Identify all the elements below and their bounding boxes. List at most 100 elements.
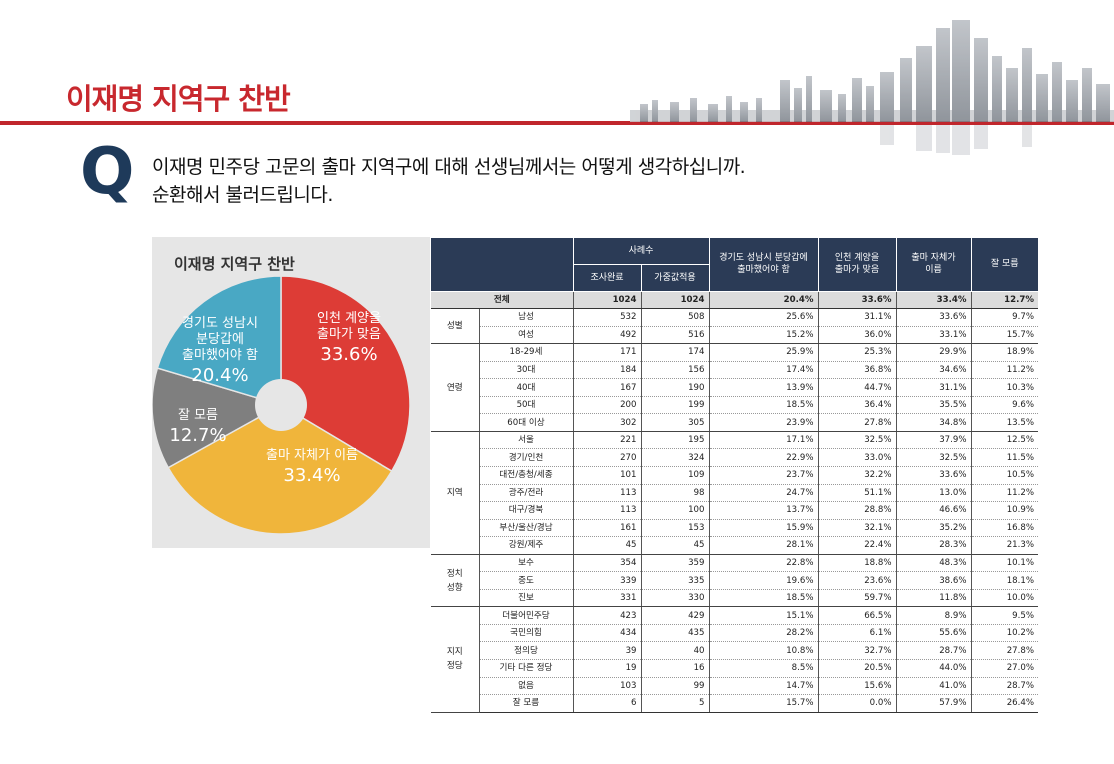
- row-label: 정의당: [479, 641, 574, 660]
- table-row: 부산/울산/경남 161 153 15.9% 32.1% 35.2% 16.8%: [431, 519, 1038, 538]
- table-cell: 22.8%: [709, 554, 819, 573]
- question-line: 순환해서 불러드립니다.: [152, 184, 333, 206]
- table-cell: 100: [641, 501, 710, 520]
- table-cell: 45: [573, 536, 642, 555]
- row-label: 18-29세: [479, 343, 574, 362]
- table-cell: 28.2%: [709, 624, 819, 643]
- table-cell: 171: [573, 343, 642, 362]
- group-label: 지지 정당: [431, 606, 480, 713]
- table-cell: 423: [573, 606, 642, 625]
- table-cell: 37.9%: [896, 431, 972, 450]
- table-cell: 331: [573, 589, 642, 608]
- table-row: 30대 184 156 17.4% 36.8% 34.6% 11.2%: [431, 361, 1038, 380]
- table-cell: 25.6%: [709, 308, 819, 327]
- table-cell: 15.7%: [971, 326, 1038, 345]
- table-cell: 11.2%: [971, 484, 1038, 503]
- pie-slice: [280, 275, 411, 473]
- table-cell: 38.6%: [896, 571, 972, 590]
- title-divider: [0, 121, 1114, 125]
- row-label: 없음: [479, 677, 574, 696]
- table-row: 잘 모름 6 5 15.7% 0.0% 57.9% 26.4%: [431, 694, 1038, 713]
- table-cell: 66.5%: [818, 606, 897, 625]
- table-cell: 13.7%: [709, 501, 819, 520]
- row-label: 대구/경북: [479, 501, 574, 520]
- table-cell: 32.5%: [818, 431, 897, 450]
- row-label: 진보: [479, 589, 574, 608]
- table-cell: 302: [573, 413, 642, 432]
- table-cell: 19: [573, 659, 642, 678]
- row-label: 대전/충청/세종: [479, 466, 574, 485]
- table-cell: 103: [573, 677, 642, 696]
- table-cell: 532: [573, 308, 642, 327]
- table-cell: 10.9%: [971, 501, 1038, 520]
- table-cell: 109: [641, 466, 710, 485]
- table-row: 광주/전라 113 98 24.7% 51.1% 13.0% 11.2%: [431, 484, 1038, 503]
- table-row: 지지 정당 더불어민주당 423 429 15.1% 66.5% 8.9% 9.5%: [431, 606, 1038, 713]
- pie-slice-label: 출마 자체가 이름: [266, 448, 358, 463]
- table-cell: 44.0%: [896, 659, 972, 678]
- group-label: 성별: [431, 308, 480, 345]
- table-cell: 190: [641, 378, 710, 397]
- table-cell: 16: [641, 659, 710, 678]
- table-row: 정치 성향 보수 354 359 22.8% 18.8% 48.3% 10.1%: [431, 554, 1038, 608]
- row-label: 강원/제주: [479, 536, 574, 555]
- q-mark-icon: Q: [80, 135, 135, 209]
- group-label: 정치 성향: [431, 554, 480, 608]
- row-label: 기타 다른 정당: [479, 659, 574, 678]
- table-cell: 36.0%: [818, 326, 897, 345]
- table-row: 진보 331 330 18.5% 59.7% 11.8% 10.0%: [431, 589, 1038, 608]
- table-cell: 354: [573, 554, 642, 573]
- table-cell: 33.6%: [818, 291, 897, 310]
- table-cell: 153: [641, 519, 710, 538]
- table-row: 없음 103 99 14.7% 15.6% 41.0% 28.7%: [431, 677, 1038, 696]
- table-cell: 174: [641, 343, 710, 362]
- table-cell: 200: [573, 396, 642, 415]
- table-cell: 20.4%: [709, 291, 819, 310]
- row-label: 중도: [479, 571, 574, 590]
- table-cell: 18.1%: [971, 571, 1038, 590]
- table-cell: 101: [573, 466, 642, 485]
- table-cell: 45: [641, 536, 710, 555]
- table-cell: 33.6%: [896, 466, 972, 485]
- table-row: 대구/경북 113 100 13.7% 28.8% 46.6% 10.9%: [431, 501, 1038, 520]
- group-label-line: 지역: [446, 487, 463, 498]
- table-cell: 27.0%: [971, 659, 1038, 678]
- table-cell: 161: [573, 519, 642, 538]
- row-label: 잘 모름: [479, 694, 574, 713]
- pie-slice-label: 잘 모름: [178, 408, 218, 423]
- table-cell: 32.7%: [818, 641, 897, 660]
- pie-chart-panel: 이재명 지역구 찬반 인천 계양을 출마가 맞음 33.6% 출마 자체가 이름 33.…: [152, 237, 430, 548]
- table-cell: 12.5%: [971, 431, 1038, 450]
- table-cell: 195: [641, 431, 710, 450]
- table-cell: 32.1%: [818, 519, 897, 538]
- header-col-gyeyang: 인천 계양을 출마가 맞음: [817, 238, 896, 292]
- table-cell: 32.2%: [818, 466, 897, 485]
- header-sample-group: 사례수: [572, 238, 709, 265]
- table-cell: 34.6%: [896, 361, 972, 380]
- group-label: 지역: [431, 431, 480, 555]
- table-row: 중도 339 335 19.6% 23.6% 38.6% 18.1%: [431, 571, 1038, 590]
- table-cell: 429: [641, 606, 710, 625]
- row-label: 50대: [479, 396, 574, 415]
- question-text: 이재명 민주당 고문의 출마 지역구에 대해 선생님께서는 어떻게 생각하십니까…: [152, 153, 746, 209]
- city-skyline-image: [630, 20, 1114, 122]
- crosstab-table: 사례수 경기도 성남시 분당갑에 출마했어야 함 인천 계양을 출마가 맞음 출마 …: [431, 238, 1038, 713]
- table-cell: 57.9%: [896, 694, 972, 713]
- table-cell: 99: [641, 677, 710, 696]
- table-cell: 23.9%: [709, 413, 819, 432]
- group-label-line: 연령: [446, 382, 463, 393]
- table-cell: 15.9%: [709, 519, 819, 538]
- table-row: 40대 167 190 13.9% 44.7% 31.1% 10.3%: [431, 378, 1038, 397]
- pie-slice: [156, 275, 282, 407]
- group-label-line: 성별: [446, 321, 463, 332]
- table-cell: 14.7%: [709, 677, 819, 696]
- table-cell: 18.9%: [971, 343, 1038, 362]
- table-cell: 9.7%: [971, 308, 1038, 327]
- table-cell: 184: [573, 361, 642, 380]
- table-cell: 28.3%: [896, 536, 972, 555]
- table-row-total: 전체 1024 1024 20.4% 33.6% 33.4% 12.7%: [431, 291, 1038, 310]
- pie-slice-value: 20.4%: [191, 365, 248, 386]
- table-cell: 17.4%: [709, 361, 819, 380]
- table-cell: 28.8%: [818, 501, 897, 520]
- table-cell: 0.0%: [818, 694, 897, 713]
